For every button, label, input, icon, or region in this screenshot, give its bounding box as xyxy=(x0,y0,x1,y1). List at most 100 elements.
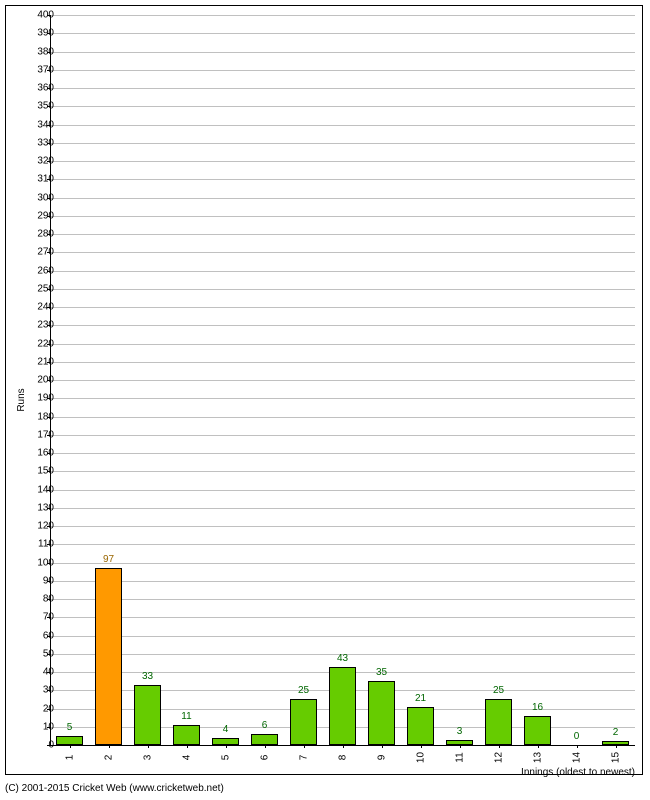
bar-value-label: 5 xyxy=(67,722,73,733)
x-tick-label: 6 xyxy=(259,755,270,761)
gridline xyxy=(50,289,635,290)
copyright-text: (C) 2001-2015 Cricket Web (www.cricketwe… xyxy=(5,783,224,794)
x-tick-label: 4 xyxy=(181,755,192,761)
bar xyxy=(95,568,122,745)
y-tick-label: 400 xyxy=(24,10,54,21)
y-tick-label: 40 xyxy=(24,667,54,678)
y-tick-label: 100 xyxy=(24,557,54,568)
y-tick-label: 60 xyxy=(24,630,54,641)
x-tick-mark xyxy=(226,745,227,748)
gridline xyxy=(50,234,635,235)
y-tick-label: 390 xyxy=(24,28,54,39)
x-tick-mark xyxy=(538,745,539,748)
bar-value-label: 16 xyxy=(532,702,543,713)
gridline xyxy=(50,33,635,34)
x-tick-mark xyxy=(343,745,344,748)
bar xyxy=(56,736,83,745)
gridline xyxy=(50,563,635,564)
gridline xyxy=(50,453,635,454)
y-tick-label: 300 xyxy=(24,192,54,203)
gridline xyxy=(50,362,635,363)
y-tick-label: 170 xyxy=(24,429,54,440)
bar-value-label: 25 xyxy=(298,685,309,696)
gridline xyxy=(50,325,635,326)
x-tick-mark xyxy=(304,745,305,748)
bar-value-label: 6 xyxy=(262,720,268,731)
x-tick-label: 7 xyxy=(298,755,309,761)
x-tick-mark xyxy=(616,745,617,748)
y-tick-label: 280 xyxy=(24,229,54,240)
gridline xyxy=(50,471,635,472)
gridline xyxy=(50,636,635,637)
bar xyxy=(524,716,551,745)
bar xyxy=(212,738,239,745)
y-tick-label: 160 xyxy=(24,448,54,459)
bar-value-label: 21 xyxy=(415,693,426,704)
x-tick-label: 10 xyxy=(415,752,426,763)
x-tick-mark xyxy=(109,745,110,748)
x-tick-label: 1 xyxy=(64,755,75,761)
chart-container: Runs Innings (oldest to newest) 01020304… xyxy=(0,0,650,800)
y-tick-label: 350 xyxy=(24,101,54,112)
gridline xyxy=(50,143,635,144)
gridline xyxy=(50,490,635,491)
x-tick-label: 13 xyxy=(532,752,543,763)
y-tick-label: 50 xyxy=(24,648,54,659)
bar-value-label: 0 xyxy=(574,731,580,742)
y-tick-label: 90 xyxy=(24,575,54,586)
gridline xyxy=(50,617,635,618)
x-tick-label: 15 xyxy=(610,752,621,763)
x-tick-mark xyxy=(499,745,500,748)
gridline xyxy=(50,106,635,107)
x-tick-mark xyxy=(187,745,188,748)
y-tick-label: 110 xyxy=(24,539,54,550)
bar xyxy=(290,699,317,745)
y-tick-label: 340 xyxy=(24,119,54,130)
gridline xyxy=(50,307,635,308)
y-tick-label: 80 xyxy=(24,594,54,605)
gridline xyxy=(50,252,635,253)
bar-value-label: 2 xyxy=(613,727,619,738)
y-tick-label: 190 xyxy=(24,393,54,404)
bar-value-label: 4 xyxy=(223,724,229,735)
gridline xyxy=(50,435,635,436)
y-tick-label: 140 xyxy=(24,484,54,495)
x-tick-mark xyxy=(460,745,461,748)
y-tick-label: 370 xyxy=(24,64,54,75)
gridline xyxy=(50,417,635,418)
y-tick-label: 330 xyxy=(24,137,54,148)
y-tick-label: 320 xyxy=(24,156,54,167)
bar-value-label: 25 xyxy=(493,685,504,696)
y-tick-label: 30 xyxy=(24,685,54,696)
y-tick-label: 70 xyxy=(24,612,54,623)
bar-value-label: 43 xyxy=(337,653,348,664)
gridline xyxy=(50,271,635,272)
x-tick-label: 9 xyxy=(376,755,387,761)
gridline xyxy=(50,544,635,545)
y-tick-label: 10 xyxy=(24,721,54,732)
y-tick-label: 180 xyxy=(24,411,54,422)
y-tick-label: 380 xyxy=(24,46,54,57)
bar-value-label: 33 xyxy=(142,671,153,682)
bar xyxy=(368,681,395,745)
x-tick-mark xyxy=(382,745,383,748)
bar-value-label: 3 xyxy=(457,726,463,737)
y-tick-label: 130 xyxy=(24,502,54,513)
gridline xyxy=(50,125,635,126)
gridline xyxy=(50,15,635,16)
gridline xyxy=(50,161,635,162)
bar-value-label: 11 xyxy=(181,711,191,722)
gridline xyxy=(50,526,635,527)
gridline xyxy=(50,581,635,582)
x-tick-label: 14 xyxy=(571,752,582,763)
gridline xyxy=(50,88,635,89)
x-tick-mark xyxy=(148,745,149,748)
x-tick-label: 12 xyxy=(493,752,504,763)
bar-value-label: 35 xyxy=(376,667,387,678)
x-tick-label: 3 xyxy=(142,755,153,761)
x-tick-mark xyxy=(70,745,71,748)
gridline xyxy=(50,179,635,180)
gridline xyxy=(50,70,635,71)
y-tick-label: 220 xyxy=(24,338,54,349)
y-tick-label: 150 xyxy=(24,466,54,477)
